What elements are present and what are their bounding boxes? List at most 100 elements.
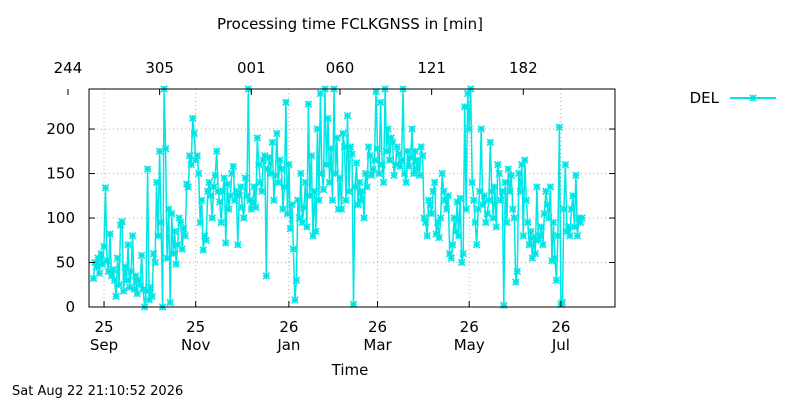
data-point xyxy=(167,209,176,218)
data-point xyxy=(558,298,567,307)
data-point xyxy=(307,151,316,160)
data-point xyxy=(217,218,226,227)
data-point xyxy=(430,178,439,187)
data-point xyxy=(378,160,386,169)
data-point xyxy=(280,183,289,191)
data-point xyxy=(462,205,470,213)
data-point xyxy=(501,178,510,187)
data-point xyxy=(225,205,233,213)
data-point xyxy=(208,214,216,222)
data-point xyxy=(297,169,305,178)
data-point xyxy=(143,165,152,173)
data-point xyxy=(507,171,516,180)
data-point xyxy=(352,159,361,167)
data-point xyxy=(471,218,479,227)
y-tick-label: 0 xyxy=(65,298,75,316)
data-point xyxy=(310,187,319,196)
data-point xyxy=(363,183,371,191)
data-point xyxy=(444,192,452,200)
data-point xyxy=(478,200,487,209)
data-point xyxy=(333,134,341,142)
y-tick-label: 100 xyxy=(46,209,75,227)
data-point xyxy=(115,280,123,289)
data-point xyxy=(481,218,490,227)
data-point xyxy=(549,218,558,227)
data-point xyxy=(494,160,502,169)
series-del xyxy=(89,85,586,311)
data-point xyxy=(241,174,250,182)
data-point xyxy=(215,198,224,206)
data-point xyxy=(524,218,532,227)
data-point xyxy=(364,143,373,151)
data-point xyxy=(396,162,404,171)
x-tick-label-top: 060 xyxy=(326,59,355,77)
data-point xyxy=(178,245,186,253)
data-point xyxy=(418,151,427,160)
x-tick-label-day: 26 xyxy=(460,318,479,336)
data-point xyxy=(206,192,215,200)
data-point xyxy=(491,183,499,191)
data-point xyxy=(313,125,322,133)
y-tick-label: 150 xyxy=(46,165,75,183)
data-point xyxy=(546,183,555,191)
data-point xyxy=(172,260,180,269)
x-tick-label-month: Jul xyxy=(551,336,570,354)
data-point xyxy=(258,187,266,196)
data-point xyxy=(397,156,406,164)
data-point xyxy=(92,263,101,271)
data-point xyxy=(250,183,259,191)
data-point xyxy=(235,192,244,200)
data-point xyxy=(456,194,464,203)
data-point xyxy=(106,230,114,238)
data-point xyxy=(457,258,466,267)
data-point xyxy=(268,138,277,147)
data-point xyxy=(450,214,458,222)
data-point xyxy=(403,147,412,156)
data-point xyxy=(221,239,230,247)
data-point xyxy=(525,240,534,249)
data-point xyxy=(373,144,382,153)
data-point xyxy=(552,276,561,285)
data-point xyxy=(542,187,550,196)
data-point xyxy=(447,254,455,262)
data-point xyxy=(369,165,377,173)
data-point xyxy=(249,198,257,206)
data-point xyxy=(170,227,179,236)
legend-label-del: DEL xyxy=(690,89,720,107)
data-point xyxy=(349,300,358,309)
data-point xyxy=(304,100,313,108)
data-point xyxy=(343,111,352,120)
data-point xyxy=(252,203,260,212)
data-point xyxy=(348,150,356,158)
data-point xyxy=(164,205,173,213)
data-point xyxy=(749,94,757,102)
data-point xyxy=(89,274,98,283)
data-point xyxy=(427,209,436,218)
data-point xyxy=(379,178,388,187)
data-point xyxy=(220,174,229,182)
data-point xyxy=(223,180,232,188)
data-point xyxy=(154,232,162,240)
footer-timestamp: Sat Aug 22 21:10:52 2026 xyxy=(12,384,183,399)
data-point xyxy=(118,217,126,226)
data-point xyxy=(149,249,158,258)
data-point xyxy=(522,196,531,204)
data-point xyxy=(179,224,188,233)
data-point xyxy=(184,183,192,191)
data-point xyxy=(218,187,227,196)
data-point xyxy=(498,187,507,196)
data-point xyxy=(569,192,577,200)
data-point xyxy=(573,232,582,240)
data-point xyxy=(228,169,236,178)
data-point xyxy=(229,162,238,171)
x-tick-label-month: Mar xyxy=(363,336,392,354)
data-point xyxy=(119,287,128,295)
y-tick-label: 50 xyxy=(56,254,75,272)
data-point xyxy=(417,143,425,151)
data-point xyxy=(453,198,461,206)
data-point xyxy=(188,114,197,123)
data-point xyxy=(185,151,194,160)
data-point xyxy=(292,276,301,285)
data-point xyxy=(286,224,295,233)
data-point xyxy=(448,240,457,249)
